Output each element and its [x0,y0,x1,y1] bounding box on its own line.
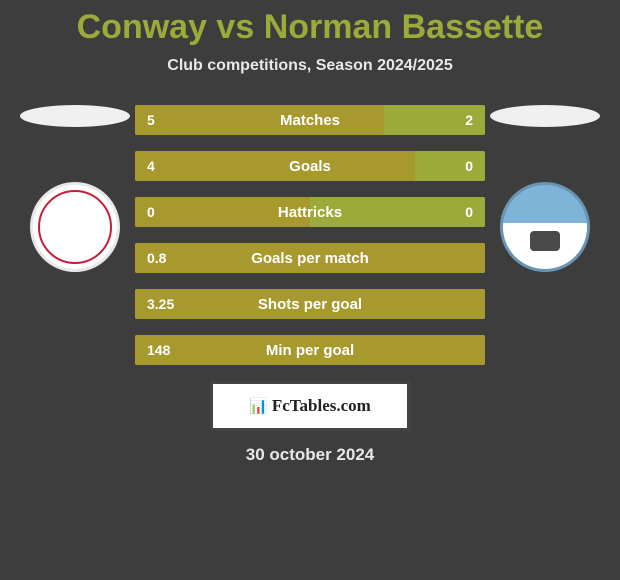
stat-label: Min per goal [135,342,485,359]
player-photo-left [20,105,130,127]
stat-label: Goals [135,158,485,175]
stat-value-right: 0 [465,204,473,220]
club-badge-right [500,182,590,272]
club-badge-left [30,182,120,272]
stat-bar: 0Hattricks0 [135,197,485,227]
page-title: Conway vs Norman Bassette [0,8,620,47]
player-photo-right [490,105,600,127]
stat-value-right: 2 [465,112,473,128]
stat-label: Hattricks [135,204,485,221]
shield-icon [530,231,560,251]
right-side [485,105,605,272]
stat-bar: 3.25Shots per goal [135,289,485,319]
stat-label: Goals per match [135,250,485,267]
stats-bars: 5Matches24Goals00Hattricks00.8Goals per … [135,105,485,365]
source-logo: 📊 FcTables.com [210,381,410,431]
chart-icon: 📊 [249,397,268,416]
left-side [15,105,135,272]
main-panel: 5Matches24Goals00Hattricks00.8Goals per … [0,105,620,365]
source-logo-text: FcTables.com [272,396,371,416]
stat-label: Matches [135,112,485,129]
stat-bar: 4Goals0 [135,151,485,181]
stat-bar: 0.8Goals per match [135,243,485,273]
shield-icon [38,190,112,264]
stat-bar: 5Matches2 [135,105,485,135]
stat-value-right: 0 [465,158,473,174]
footer-date: 30 october 2024 [0,445,620,465]
stat-bar: 148Min per goal [135,335,485,365]
stat-label: Shots per goal [135,296,485,313]
subtitle: Club competitions, Season 2024/2025 [0,57,620,75]
comparison-card: Conway vs Norman Bassette Club competiti… [0,0,620,465]
